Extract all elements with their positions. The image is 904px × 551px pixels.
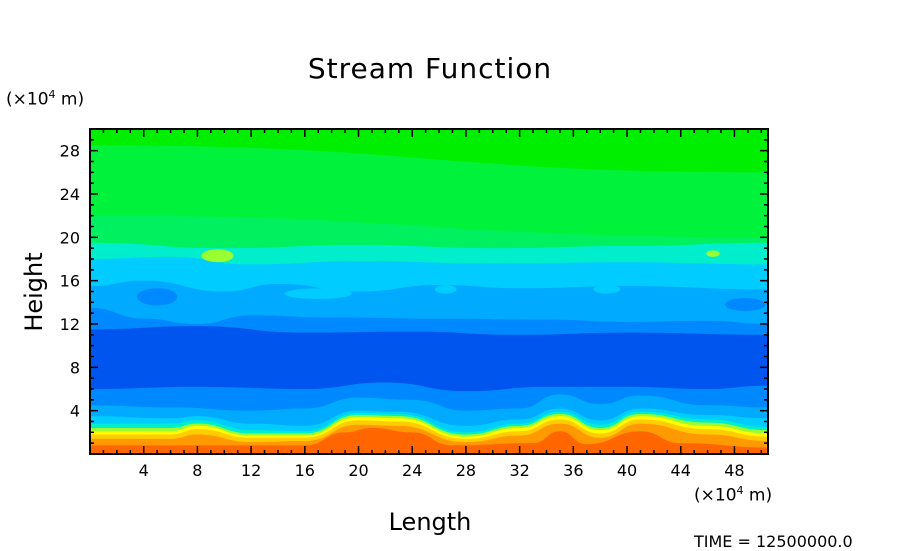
y-tick-label: 4 <box>70 402 80 421</box>
x-tick-label: 40 <box>617 461 637 480</box>
y-unit-pre: (×10 <box>6 89 49 110</box>
x-tick-label: 16 <box>295 461 315 480</box>
x-axis-label: Length <box>388 508 472 536</box>
x-tick-label: 28 <box>456 461 476 480</box>
y-tick-label: 16 <box>60 272 80 291</box>
y-tick-label: 20 <box>60 228 80 247</box>
contour-patch-4 <box>725 298 766 311</box>
y-unit-exp: 4 <box>48 88 56 101</box>
contour-fill <box>90 129 768 454</box>
contour-patch-1 <box>435 285 457 294</box>
x-unit-post: m) <box>743 485 773 506</box>
x-tick-label: 12 <box>241 461 261 480</box>
y-tick-label: 12 <box>60 315 80 334</box>
chart-title: Stream Function <box>307 52 553 85</box>
time-readout: TIME = 12500000.0 <box>694 532 853 551</box>
x-tick-label: 44 <box>671 461 691 480</box>
x-tick-label: 4 <box>139 461 149 480</box>
x-tick-label: 20 <box>348 461 368 480</box>
x-tick-label: 24 <box>402 461 422 480</box>
y-tick-label: 8 <box>70 358 80 377</box>
y-unit-post: m) <box>55 89 85 110</box>
x-tick-label: 32 <box>509 461 529 480</box>
x-unit-exp: 4 <box>736 484 744 497</box>
contour-patch-6 <box>284 288 352 300</box>
y-unit-label: (×104 m) <box>6 88 84 110</box>
contour-band-red-orange <box>90 428 768 454</box>
contour-patch-3 <box>136 288 178 306</box>
x-tick-label: 8 <box>192 461 202 480</box>
y-axis-label: Height <box>20 252 48 332</box>
x-tick-label: 36 <box>563 461 583 480</box>
contour-patch-2 <box>593 285 621 294</box>
y-tick-label: 28 <box>60 142 80 161</box>
x-unit-label: (×104 m) <box>694 484 772 506</box>
contour-patch-5 <box>706 250 720 257</box>
contour-patch-0 <box>201 249 234 263</box>
y-tick-label: 24 <box>60 185 80 204</box>
x-unit-pre: (×10 <box>694 485 737 506</box>
x-tick-label: 48 <box>724 461 744 480</box>
